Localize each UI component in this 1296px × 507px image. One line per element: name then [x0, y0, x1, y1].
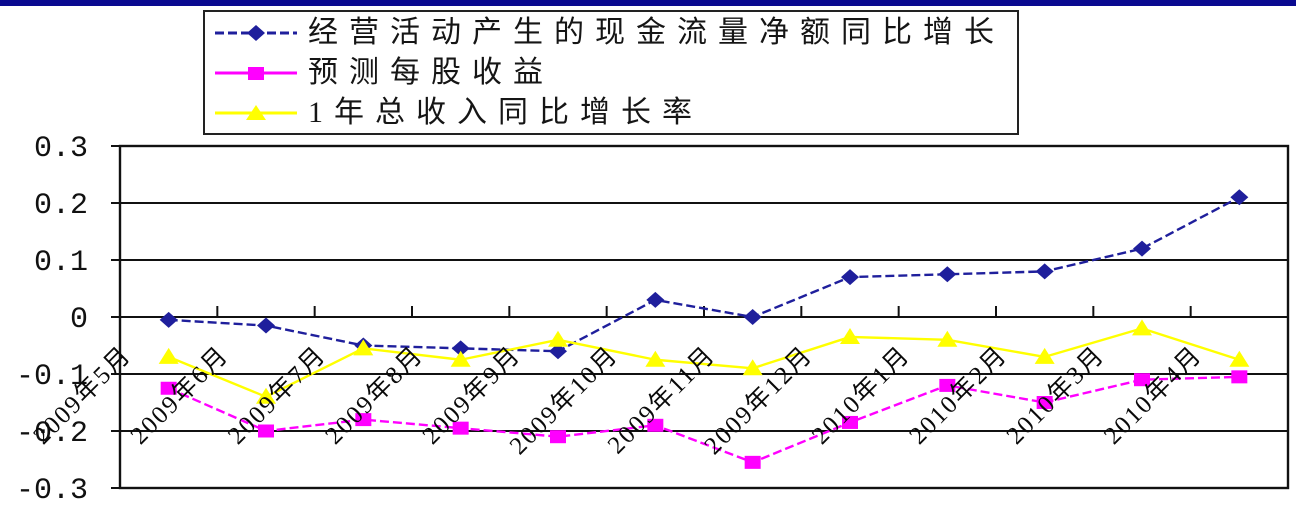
svg-text:2010年4月: 2010年4月	[1098, 340, 1207, 449]
legend-label-cashflow: 经营活动产生的现金流量净额同比增长	[308, 15, 1005, 49]
svg-text:-0.2: -0.2	[16, 417, 88, 451]
y-axis-labels: 0.3 0.2 0.1 0 -0.1 -0.2 -0.3	[16, 132, 120, 507]
legend-row-eps: 预测每股收益	[205, 53, 1017, 92]
triangle-marker-icon	[215, 104, 297, 120]
legend-label-eps: 预测每股收益	[308, 55, 554, 89]
series-1	[160, 370, 1248, 469]
svg-text:0.1: 0.1	[34, 246, 88, 280]
svg-text:0: 0	[70, 303, 88, 337]
svg-text:-0.3: -0.3	[16, 474, 88, 507]
legend-row-revenue: 1年总收入同比增长率	[205, 93, 1017, 132]
series-0	[159, 189, 1249, 360]
svg-text:2009年8月: 2009年8月	[320, 340, 429, 449]
series-2	[158, 319, 1250, 404]
chart-legend: 经营活动产生的现金流量净额同比增长 预测每股收益 1年总收入同比增长率	[203, 10, 1019, 135]
svg-text:2010年3月: 2010年3月	[1001, 340, 1110, 449]
square-marker-icon	[215, 66, 297, 80]
top-accent-bar	[0, 0, 1296, 6]
x-axis-labels: 2009年5月2009年6月2009年7月2009年8月2009年9月2009年…	[28, 340, 1208, 460]
svg-text:0.3: 0.3	[34, 132, 88, 166]
svg-text:2010年1月: 2010年1月	[806, 340, 915, 449]
svg-text:2009年7月: 2009年7月	[222, 340, 331, 449]
legend-row-cashflow: 经营活动产生的现金流量净额同比增长	[205, 13, 1017, 52]
svg-text:0.2: 0.2	[34, 189, 88, 223]
diamond-marker-icon	[215, 24, 297, 41]
x-axis-ticks	[119, 306, 1289, 318]
svg-text:2009年6月: 2009年6月	[125, 340, 234, 449]
legend-label-revenue: 1年总收入同比增长率	[308, 95, 703, 129]
svg-text:-0.1: -0.1	[16, 360, 88, 394]
